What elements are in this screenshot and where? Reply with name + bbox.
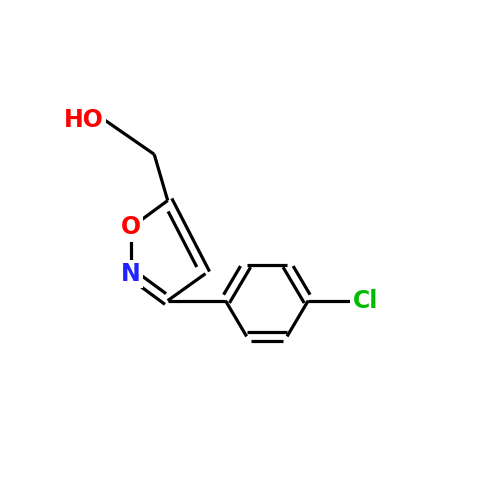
Text: Cl: Cl <box>352 288 378 312</box>
Text: HO: HO <box>64 108 104 132</box>
Text: N: N <box>121 262 141 285</box>
Text: O: O <box>121 216 141 240</box>
